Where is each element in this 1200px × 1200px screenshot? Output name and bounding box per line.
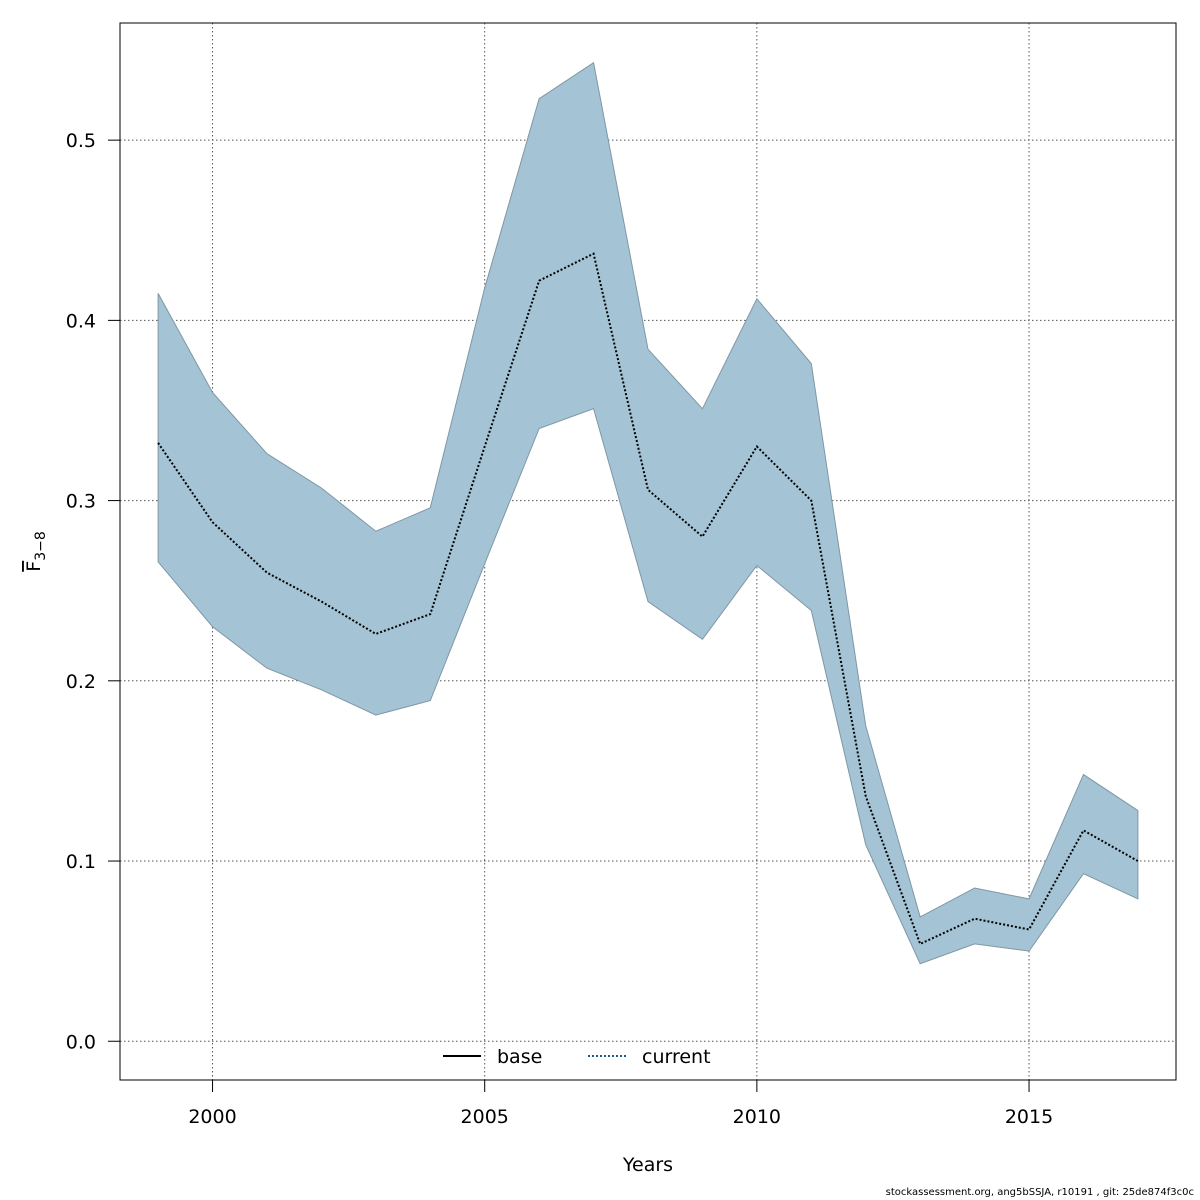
y-tick-label-3: 0.3 bbox=[66, 491, 96, 513]
y-axis-title: F3−8 bbox=[23, 531, 49, 571]
x-tick-label-2010: 2010 bbox=[733, 1106, 781, 1128]
y-axis: 0.0 0.1 0.2 0.3 0.4 0.5 bbox=[66, 130, 120, 1053]
legend: base current bbox=[443, 1046, 711, 1068]
y-tick-label-5: 0.5 bbox=[66, 130, 96, 152]
x-axis-title: Years bbox=[622, 1154, 673, 1176]
y-tick-label-4: 0.4 bbox=[66, 310, 96, 332]
svg-text:F3−8: F3−8 bbox=[23, 531, 49, 571]
y-tick-label-2: 0.2 bbox=[66, 671, 96, 693]
y-tick-label-0: 0.0 bbox=[66, 1031, 96, 1053]
y-tick-label-1: 0.1 bbox=[66, 851, 96, 873]
x-tick-label-2000: 2000 bbox=[188, 1106, 236, 1128]
current-series-line bbox=[157, 252, 1139, 946]
y-axis-title-subscript: 3−8 bbox=[33, 531, 49, 561]
x-tick-label-2005: 2005 bbox=[461, 1106, 509, 1128]
y-axis-title-base: F bbox=[23, 561, 45, 572]
x-axis: 2000 2005 2010 2015 bbox=[188, 1079, 1053, 1128]
footer-credit: stockassessment.org, ang5bSSJA, r10191 ,… bbox=[885, 1187, 1194, 1198]
confidence-band bbox=[157, 61, 1139, 965]
x-tick-label-2015: 2015 bbox=[1005, 1106, 1053, 1128]
legend-label-current: current bbox=[642, 1046, 711, 1068]
legend-label-base: base bbox=[497, 1046, 542, 1068]
